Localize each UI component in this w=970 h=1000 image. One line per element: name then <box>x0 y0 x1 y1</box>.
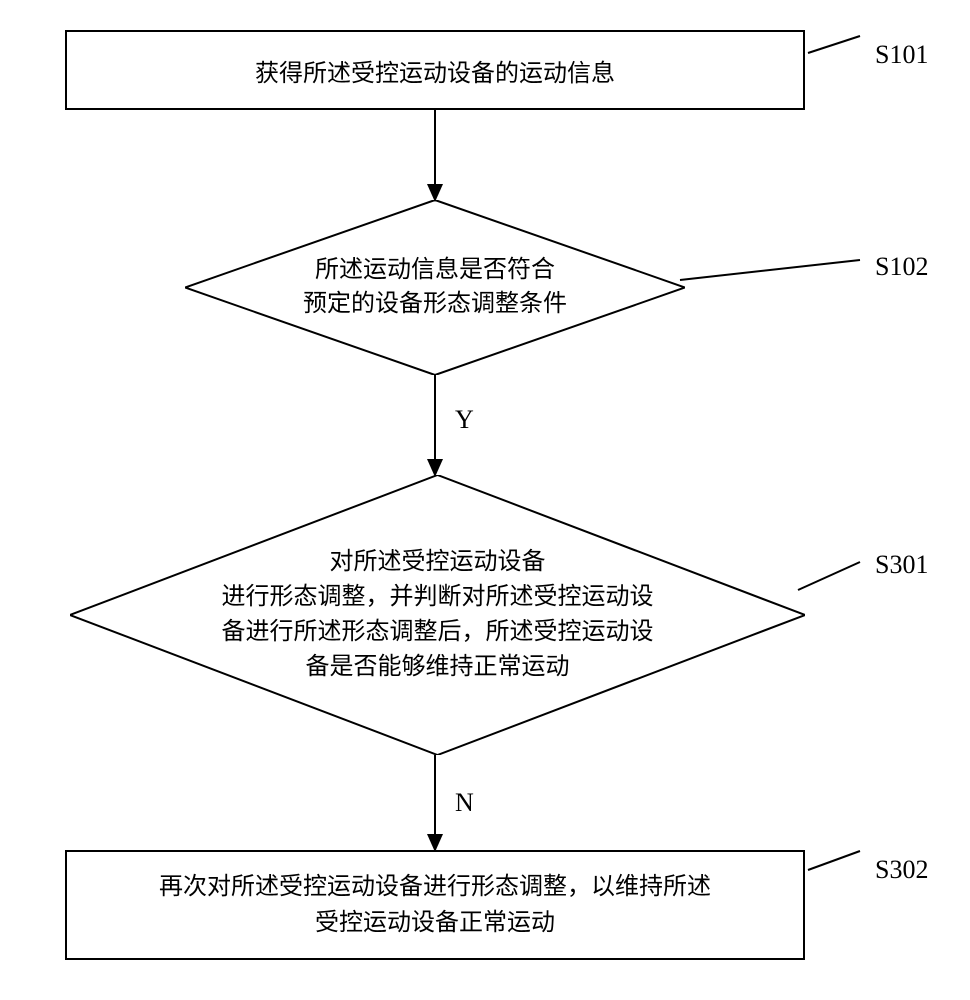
callout-line-s302 <box>0 0 970 1000</box>
flowchart-canvas: 获得所述受控运动设备的运动信息 所述运动信息是否符合 预定的设备形态调整条件 对… <box>0 0 970 1000</box>
step-label-s302: S302 <box>875 855 928 885</box>
